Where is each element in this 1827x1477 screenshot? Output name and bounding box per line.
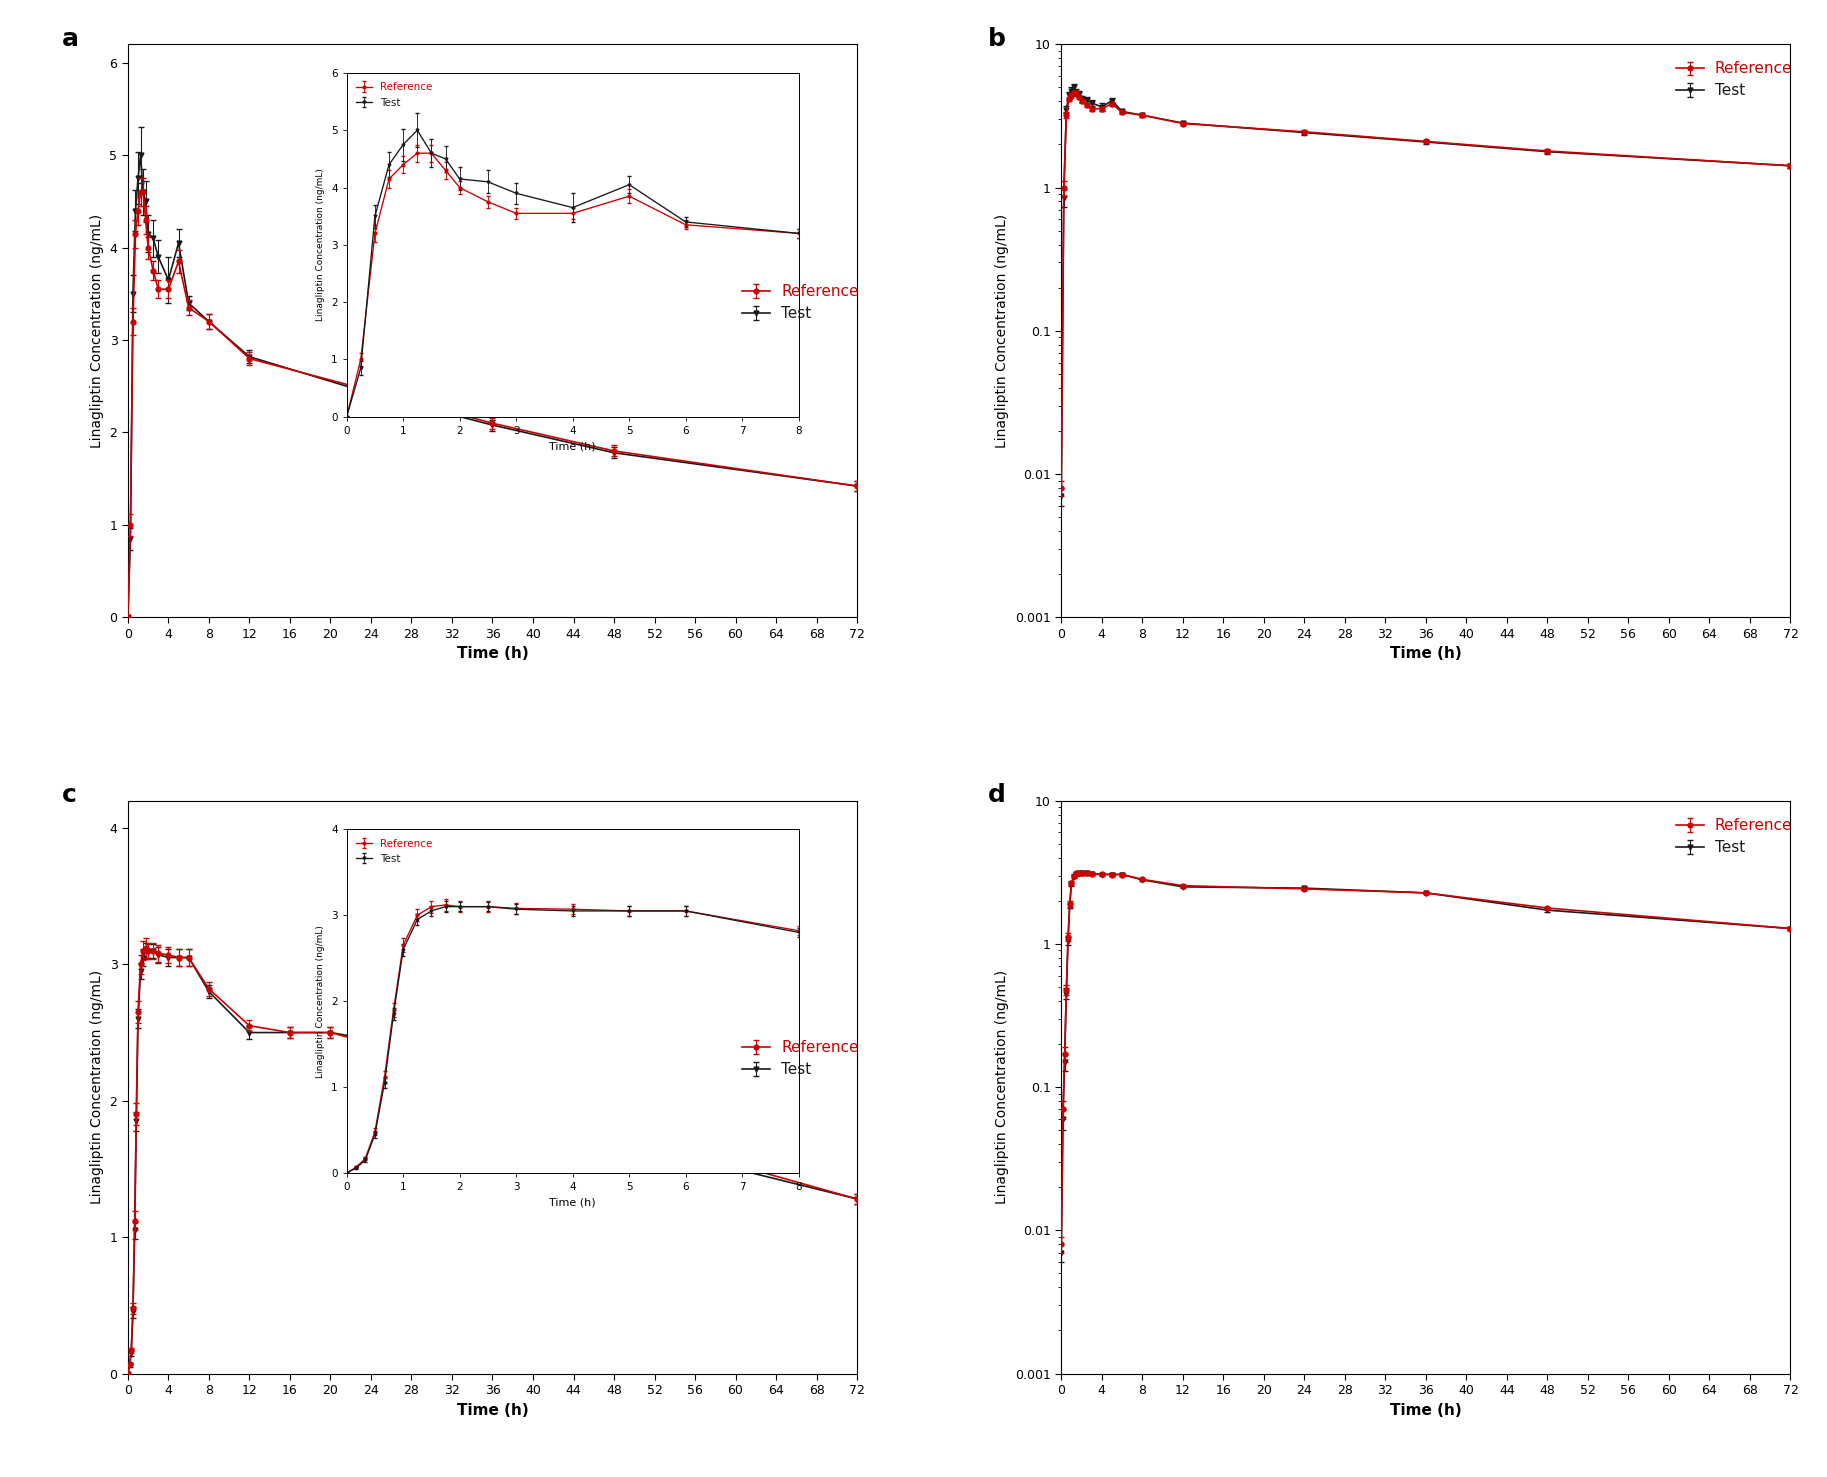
Legend: Reference, Test: Reference, Test: [736, 278, 864, 326]
Text: b: b: [988, 27, 1007, 52]
Y-axis label: Linagliptin Concentration (ng/mL): Linagliptin Concentration (ng/mL): [90, 970, 104, 1204]
Y-axis label: Linagliptin Concentration (ng/mL): Linagliptin Concentration (ng/mL): [90, 214, 104, 448]
Y-axis label: Linagliptin Concentration (ng/mL): Linagliptin Concentration (ng/mL): [996, 970, 1009, 1204]
Text: c: c: [62, 783, 77, 808]
X-axis label: Time (h): Time (h): [457, 647, 528, 662]
Legend: Reference, Test: Reference, Test: [736, 1034, 864, 1083]
Legend: Reference, Test: Reference, Test: [1670, 812, 1798, 860]
X-axis label: Time (h): Time (h): [1390, 1403, 1462, 1418]
Text: d: d: [988, 783, 1007, 808]
X-axis label: Time (h): Time (h): [457, 1403, 528, 1418]
Legend: Reference, Test: Reference, Test: [1670, 56, 1798, 103]
Text: a: a: [62, 27, 79, 52]
Y-axis label: Linagliptin Concentration (ng/mL): Linagliptin Concentration (ng/mL): [996, 214, 1009, 448]
X-axis label: Time (h): Time (h): [1390, 647, 1462, 662]
